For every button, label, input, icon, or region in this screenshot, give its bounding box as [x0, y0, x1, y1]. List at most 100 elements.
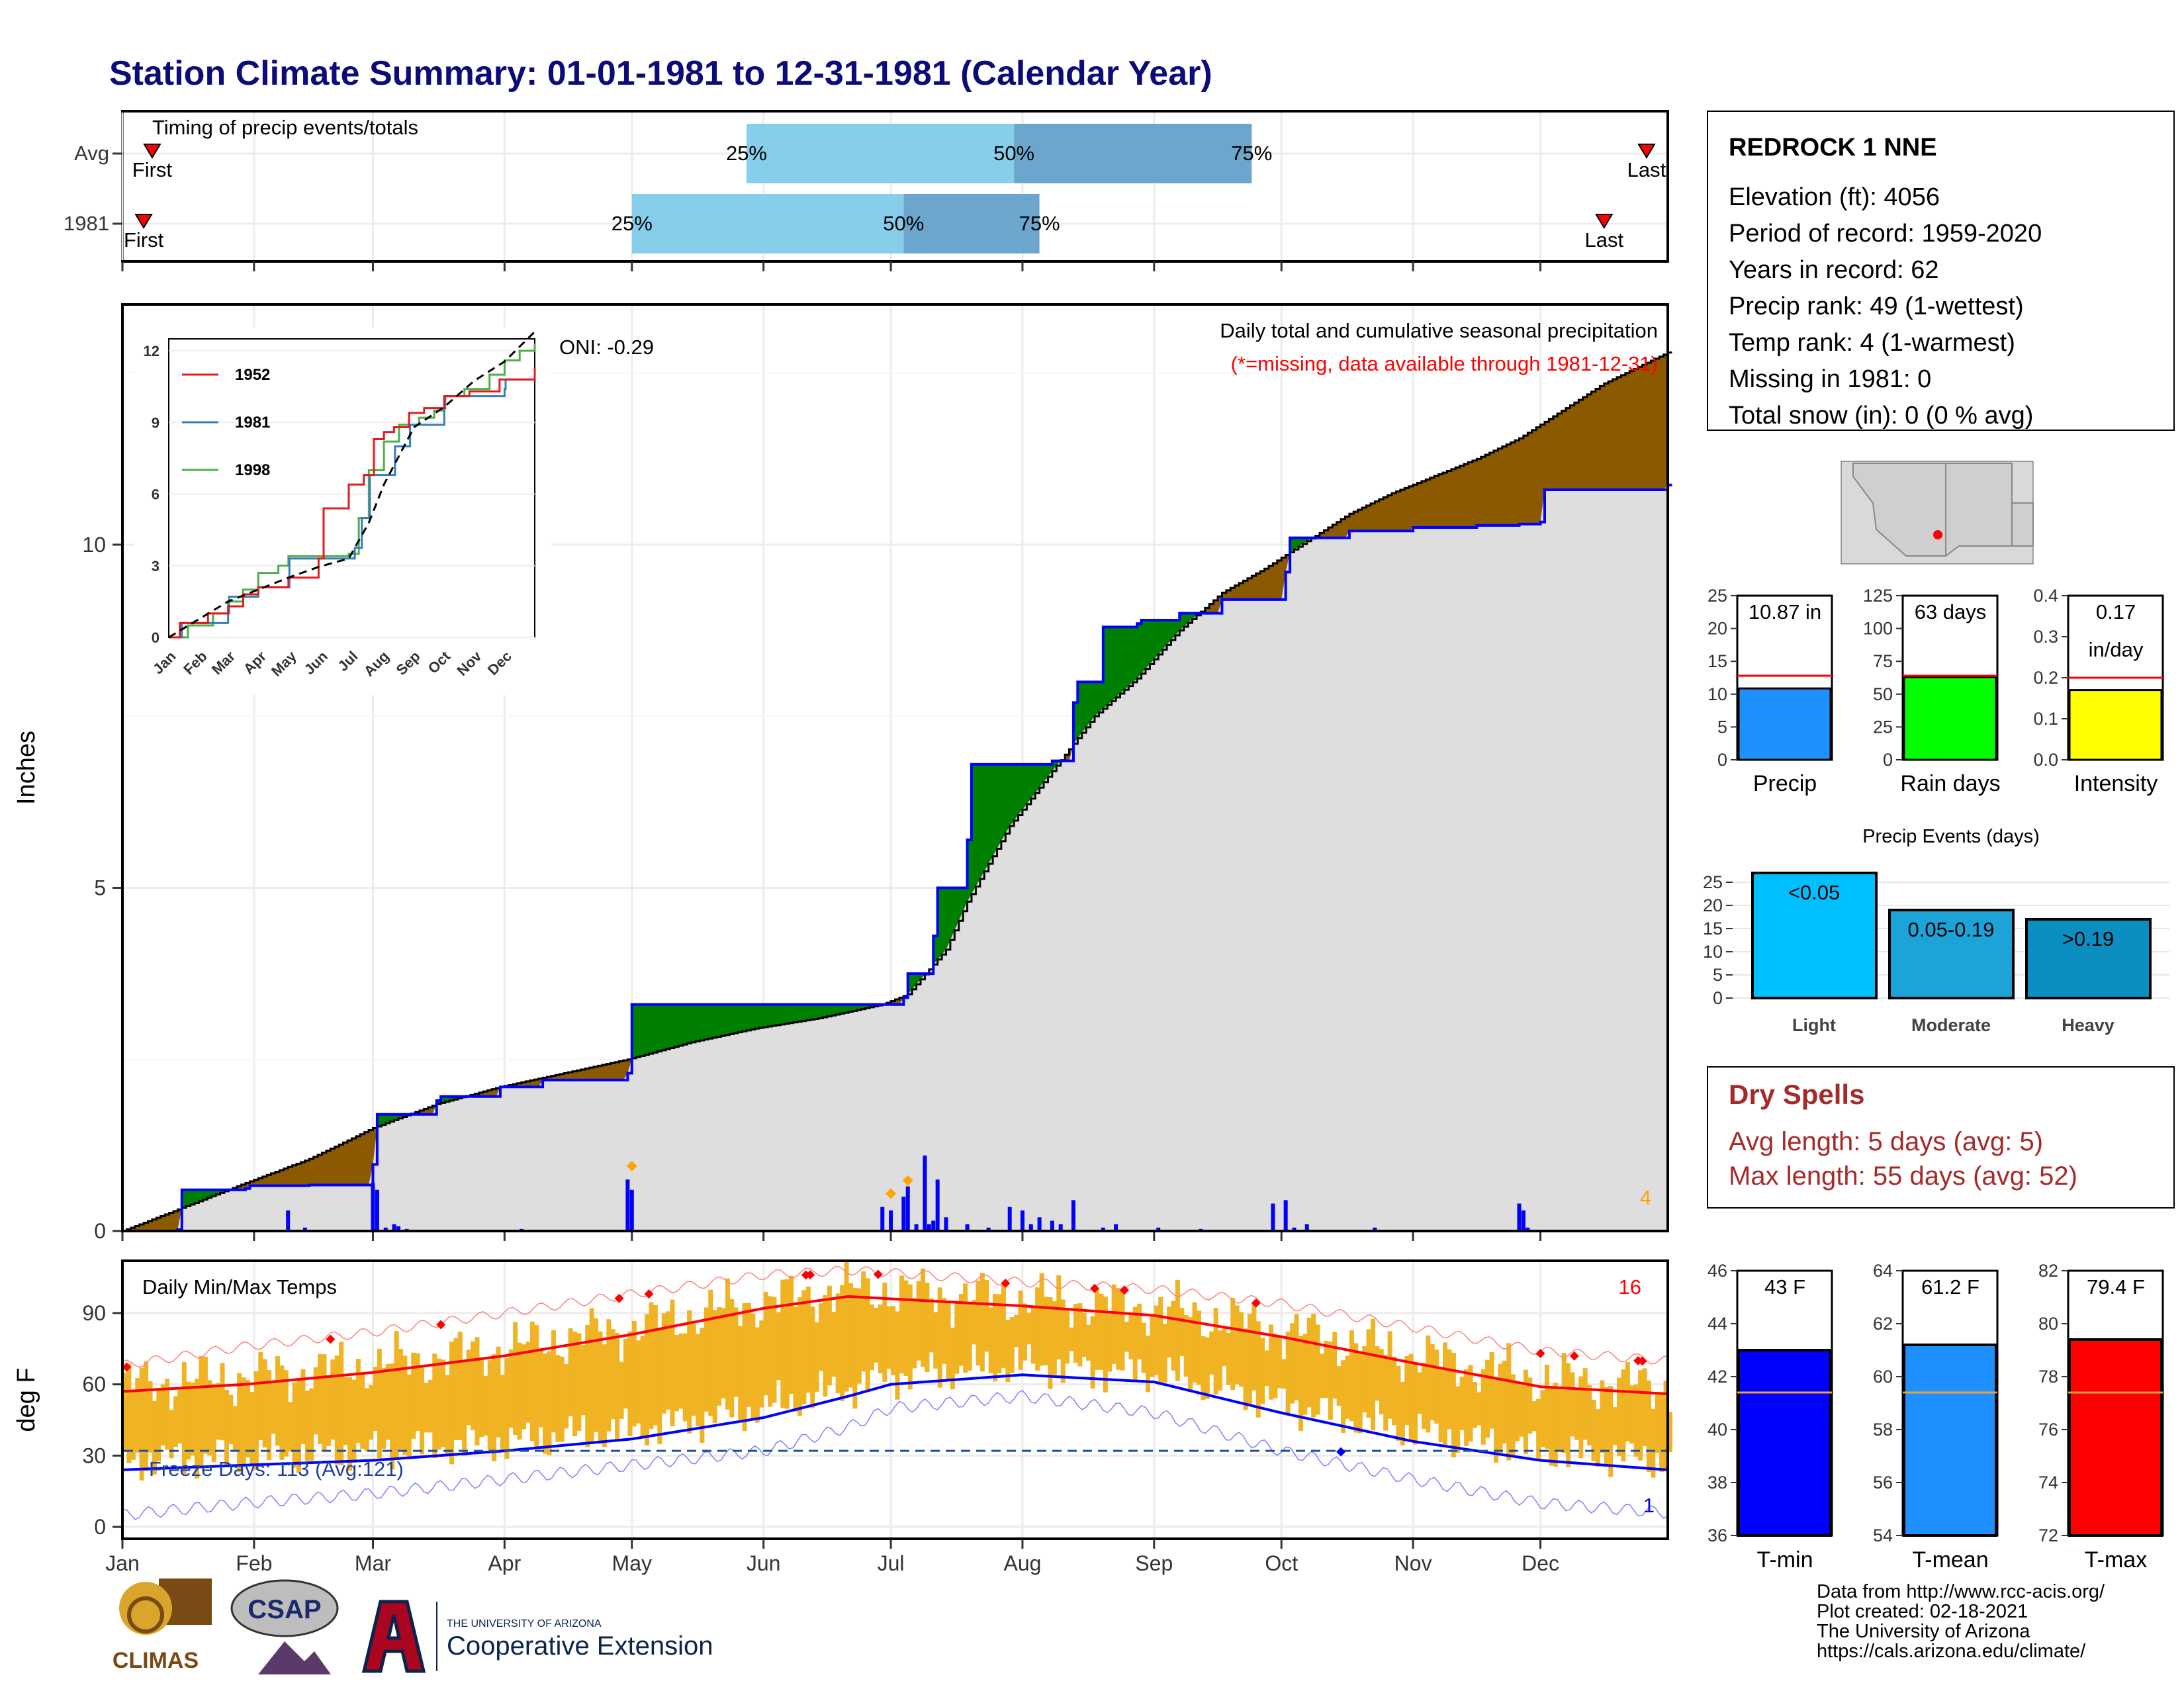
above-avg-area [747, 1005, 751, 1030]
daily-temp-bar [1490, 1352, 1494, 1429]
temp-ytick-label: 0 [94, 1515, 106, 1539]
daily-temp-bar [1362, 1346, 1367, 1412]
daily-temp-bar [946, 1301, 950, 1380]
above-avg-area [1001, 764, 1006, 841]
events-bar-label: >0.19 [2062, 927, 2114, 950]
summary-bar-tick-label: 0.2 [2033, 668, 2058, 688]
climas-logo-text: CLIMAS [113, 1648, 199, 1673]
daily-temp-bar [1095, 1288, 1099, 1370]
above-avg-area [810, 1005, 815, 1020]
daily-precip-bar [1284, 1200, 1288, 1231]
last-label: Last [1584, 228, 1623, 251]
daily-temp-bar [560, 1357, 565, 1442]
summary-bar-tick-label: 0.0 [2033, 750, 2058, 770]
above-avg-area [725, 1005, 730, 1035]
below-avg-area [1587, 394, 1592, 490]
daily-temp-bar [1256, 1321, 1261, 1417]
station-info-line: Period of record: 1959-2020 [1729, 220, 2042, 248]
below-avg-area [1455, 467, 1460, 527]
daily-temp-bar [785, 1279, 790, 1409]
summary-bar-value-unit: in/day [2089, 638, 2144, 661]
daily-temp-bar [1158, 1297, 1163, 1383]
daily-temp-bar [220, 1363, 225, 1440]
daily-temp-bar [1328, 1342, 1333, 1420]
below-avg-area [173, 1211, 178, 1231]
daily-temp-bar [1643, 1368, 1647, 1446]
daily-temp-bar [1587, 1385, 1592, 1445]
daily-temp-bar [687, 1310, 692, 1434]
daily-temp-bar [1409, 1354, 1414, 1441]
inset-legend-label: 1952 [235, 366, 270, 384]
above-avg-area [700, 1005, 704, 1040]
precip-ytick-label: 5 [94, 876, 106, 899]
below-avg-area [1388, 495, 1392, 531]
summary-bar-tick-label: 25 [1707, 586, 1727, 606]
daily-temp-bar [330, 1359, 335, 1440]
temp-summary-tick-label: 78 [2038, 1367, 2058, 1387]
above-avg-area [780, 1005, 785, 1025]
daily-precip-bar [944, 1217, 948, 1231]
daily-temp-bar [1193, 1303, 1197, 1383]
daily-temp-bar [386, 1364, 390, 1440]
daily-temp-bar [1426, 1336, 1430, 1433]
daily-temp-bar [1146, 1336, 1150, 1392]
daily-temp-bar [627, 1332, 632, 1436]
summary-bar-value: 0.17 [2096, 600, 2136, 623]
daily-precip-bar [1050, 1220, 1054, 1231]
above-avg-area [721, 1005, 725, 1036]
daily-temp-bar [1481, 1369, 1486, 1445]
daily-temp-bar [1439, 1369, 1443, 1442]
daily-temp-bar [1065, 1309, 1069, 1363]
above-avg-area [806, 1005, 811, 1021]
daily-temp-bar [479, 1357, 484, 1437]
daily-temp-bar [1201, 1336, 1205, 1400]
daily-temp-bar [1209, 1332, 1214, 1375]
daily-temp-bar [606, 1319, 611, 1432]
daily-temp-bar [1485, 1360, 1490, 1438]
below-avg-area [360, 1134, 365, 1185]
daily-temp-bar [1086, 1325, 1091, 1361]
daily-temp-bar [598, 1332, 602, 1444]
below-avg-area [1362, 508, 1367, 531]
temp-summary-tick-label: 74 [2038, 1473, 2058, 1492]
above-avg-area [1154, 620, 1159, 659]
daily-precip-bar [286, 1211, 290, 1231]
daily-temp-bar [1617, 1378, 1621, 1456]
above-avg-area [666, 1005, 670, 1049]
daily-temp-bar [445, 1375, 450, 1456]
daily-temp-bar [504, 1358, 509, 1459]
daily-temp-bar [734, 1307, 739, 1396]
above-avg-area [1150, 620, 1154, 664]
daily-temp-bar [594, 1318, 598, 1432]
daily-temp-bar [377, 1349, 382, 1459]
daily-temp-bar [1214, 1308, 1218, 1394]
above-avg-area [1120, 627, 1124, 694]
footer-line: The University of Arizona [1817, 1622, 2105, 1641]
temp-summary-tick-label: 46 [1707, 1261, 1727, 1281]
daily-temp-bar [844, 1259, 849, 1391]
daily-temp-bar [1112, 1285, 1116, 1364]
footer-line: Plot created: 02-18-2021 [1817, 1602, 2105, 1622]
daily-temp-bar [623, 1339, 628, 1408]
daily-temp-bar [576, 1334, 581, 1431]
climas-logo: CLIMAS [113, 1578, 212, 1673]
station-info-line: Missing in 1981: 0 [1729, 365, 1931, 393]
daily-temp-bar [475, 1337, 479, 1445]
daily-temp-bar [1570, 1373, 1574, 1437]
daily-temp-bar [857, 1288, 862, 1383]
daily-temp-bar [1536, 1399, 1541, 1461]
events-bar-label: <0.05 [1788, 881, 1840, 904]
summary-bar-value: 63 days [1915, 600, 1987, 623]
daily-precip-bar [889, 1211, 893, 1231]
daily-temp-bar [509, 1349, 514, 1428]
daily-temp-bar [1251, 1304, 1256, 1391]
daily-temp-bar [522, 1344, 526, 1429]
daily-temp-bar [1069, 1328, 1074, 1351]
daily-temp-bar [398, 1349, 403, 1449]
above-avg-area [678, 1005, 683, 1046]
timing-bar-q50-q75 [1014, 124, 1251, 183]
above-avg-area [696, 1005, 700, 1042]
above-avg-area [801, 1005, 806, 1021]
daily-temp-bar [199, 1356, 203, 1465]
below-avg-area [1451, 469, 1456, 527]
